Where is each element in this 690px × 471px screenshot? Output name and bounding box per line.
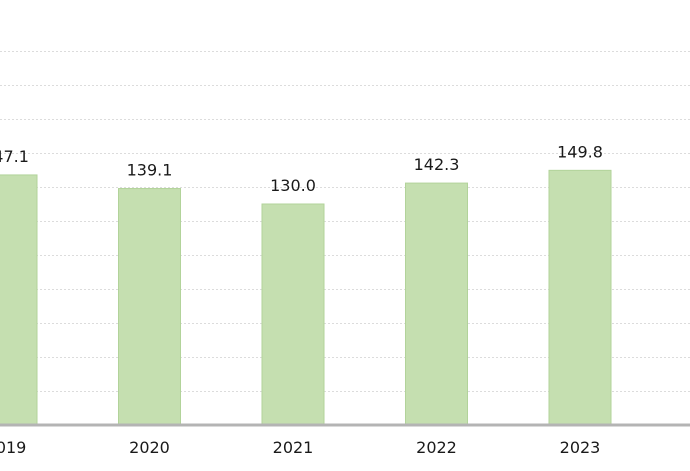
bar-2019 (0, 174, 38, 426)
x-tick-label-2023: 2023 (560, 438, 601, 457)
data-labels: 147.1 139.1 130.0 142.3 149.8 (0, 142, 603, 195)
x-axis-tick-labels: 2019 2020 2021 2022 2023 (0, 438, 600, 457)
bar-2022 (405, 182, 468, 426)
data-label-2020: 139.1 (127, 161, 173, 180)
data-label-2021: 130.0 (270, 176, 316, 195)
bar-2021 (261, 203, 325, 426)
gridlines (0, 51, 690, 392)
data-label-2019: 147.1 (0, 147, 29, 166)
data-label-2022: 142.3 (414, 155, 460, 174)
x-tick-label-2019: 2019 (0, 438, 26, 457)
bar-2023 (548, 169, 612, 426)
data-label-2023: 149.8 (557, 142, 603, 161)
x-tick-label-2022: 2022 (416, 438, 457, 457)
x-tick-label-2021: 2021 (273, 438, 314, 457)
bar-series (0, 169, 612, 426)
x-tick-label-2020: 2020 (129, 438, 170, 457)
bar-2020 (118, 188, 181, 426)
